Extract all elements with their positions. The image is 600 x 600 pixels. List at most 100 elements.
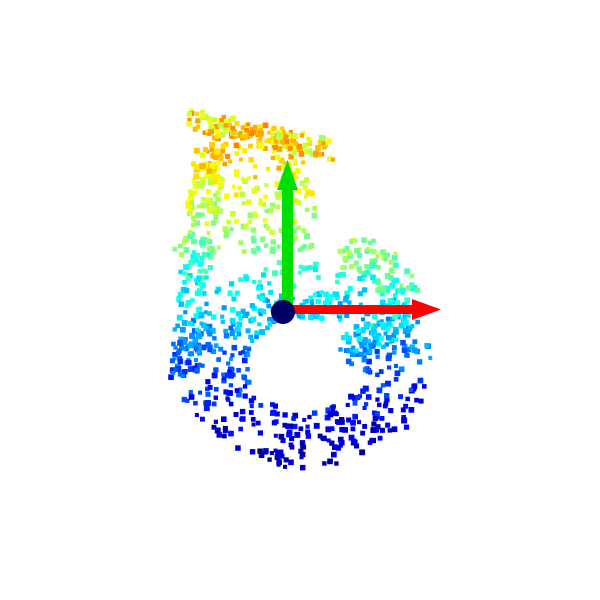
point [249,303,255,309]
point [299,180,305,186]
point [360,388,366,394]
point [200,109,205,115]
point [193,257,199,263]
point [405,396,410,402]
point [211,424,217,430]
point [251,188,258,194]
point [360,430,366,436]
point [239,157,243,162]
point [225,153,231,159]
point [225,396,230,401]
point [291,138,296,144]
point [285,423,290,428]
point [296,225,301,231]
point [328,297,333,301]
point [391,345,397,350]
point [384,273,391,279]
point [376,332,382,338]
point [191,238,197,245]
point [371,248,377,255]
point [245,199,252,205]
point [327,458,333,465]
point [210,153,216,159]
point [249,404,254,409]
point [270,316,275,321]
point [264,208,269,213]
point [361,317,366,322]
point [322,300,328,306]
point [193,400,198,406]
point [218,124,224,129]
point [199,255,205,261]
point [191,218,196,223]
point [193,173,200,180]
point [223,232,230,239]
point [242,384,248,389]
point [394,262,399,268]
point [311,212,318,219]
point [178,336,184,343]
point [409,282,415,288]
point [244,127,249,133]
point [205,128,210,134]
point [405,346,412,353]
point [334,461,339,466]
point [313,150,319,157]
point [188,351,194,357]
point [234,388,240,393]
point [347,285,353,292]
point [349,264,355,270]
point [398,394,403,400]
point [364,270,371,276]
point [183,287,190,294]
point [206,230,211,235]
point [271,125,277,131]
point [407,325,413,331]
point [336,313,342,319]
point [414,348,421,355]
point [284,139,290,145]
point [269,451,274,456]
point [273,419,279,424]
point [223,328,228,334]
point [288,459,294,466]
point [305,429,311,435]
point [194,362,200,368]
point [408,407,415,413]
point [299,133,304,138]
point [387,365,392,370]
point [292,412,299,419]
point [251,238,257,244]
point [267,322,273,327]
point [195,290,201,297]
point [258,201,263,206]
point [271,132,276,137]
point [205,189,212,195]
point [173,345,178,350]
point [218,156,224,162]
point [278,227,285,234]
point [312,261,319,268]
point [347,300,352,305]
point [362,347,367,352]
point [319,152,325,157]
point [270,202,275,208]
point [234,171,240,177]
point [176,314,183,321]
point [187,321,193,326]
point [308,190,315,197]
point [413,285,418,290]
x-axis-shaft [285,305,415,314]
point [386,335,392,341]
point [201,252,207,258]
point [234,290,240,296]
point [374,349,380,355]
point [263,448,269,454]
point [305,189,312,196]
point [256,294,262,300]
point [191,162,196,167]
point [205,238,211,244]
point [364,402,369,407]
